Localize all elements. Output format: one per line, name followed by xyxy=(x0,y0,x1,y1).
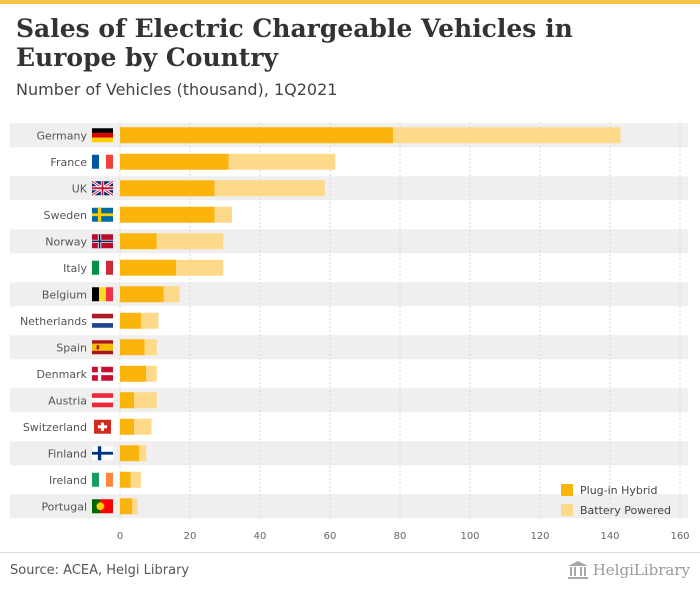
legend-label: Plug-in Hybrid xyxy=(580,484,657,497)
brand-name: HelgiLibrary xyxy=(592,561,690,579)
chart-title: Sales of Electric Chargeable Vehicles in… xyxy=(16,14,573,72)
bar-battery-powered xyxy=(176,259,224,276)
flag-netherlands-icon xyxy=(92,313,113,328)
flag-italy-icon xyxy=(92,260,113,275)
bar-battery-powered xyxy=(134,392,157,409)
category-label: Denmark xyxy=(36,368,87,381)
x-tick-label: 20 xyxy=(184,531,197,542)
category-label: Ireland xyxy=(49,474,87,487)
bar-plug-in-hybrid xyxy=(120,498,133,515)
flag-france-icon xyxy=(92,154,113,169)
legend-swatch-plug-in-hybrid xyxy=(561,484,573,496)
bar-plug-in-hybrid xyxy=(120,339,145,356)
flag-germany-icon xyxy=(92,128,113,143)
bar-plug-in-hybrid xyxy=(120,312,141,329)
bar-battery-powered xyxy=(163,286,180,303)
category-label: Spain xyxy=(56,341,87,354)
chart-subtitle: Number of Vehicles (thousand), 1Q2021 xyxy=(16,80,338,99)
bar-plug-in-hybrid xyxy=(120,286,164,303)
bar-battery-powered xyxy=(130,471,141,488)
bar-battery-powered xyxy=(146,365,157,382)
flag-denmark-icon xyxy=(92,366,113,381)
bar-plug-in-hybrid xyxy=(120,206,215,223)
bar-plug-in-hybrid xyxy=(120,392,134,409)
x-tick-label: 160 xyxy=(670,531,689,542)
flag-ireland-icon xyxy=(92,472,113,487)
category-label: Italy xyxy=(63,262,87,275)
flag-norway-icon xyxy=(92,234,113,249)
category-label: France xyxy=(50,156,87,169)
bar-plug-in-hybrid xyxy=(120,127,393,144)
category-label: Belgium xyxy=(42,288,87,301)
category-label: Switzerland xyxy=(23,421,87,434)
x-tick-label: 80 xyxy=(394,531,407,542)
bar-plug-in-hybrid xyxy=(120,365,147,382)
category-label: Sweden xyxy=(44,209,87,222)
bar-battery-powered xyxy=(144,339,157,356)
bar-plug-in-hybrid xyxy=(120,233,157,250)
category-label: Germany xyxy=(36,129,87,142)
source-note: Source: ACEA, Helgi Library xyxy=(10,563,190,578)
x-tick-label: 40 xyxy=(254,531,267,542)
legend-swatch-battery-powered xyxy=(561,504,573,516)
category-label: Portugal xyxy=(41,500,87,513)
x-tick-label: 120 xyxy=(530,531,549,542)
bar-plug-in-hybrid xyxy=(120,180,215,197)
category-label: Norway xyxy=(45,235,87,248)
bar-battery-powered xyxy=(214,180,325,197)
x-tick-label: 140 xyxy=(600,531,619,542)
x-tick-label: 60 xyxy=(324,531,337,542)
flag-spain-icon xyxy=(92,340,113,355)
bar-battery-powered xyxy=(214,206,232,223)
x-tick-label: 0 xyxy=(117,531,123,542)
library-building-icon xyxy=(567,561,588,579)
category-label: Austria xyxy=(48,394,87,407)
bar-battery-powered xyxy=(134,418,152,435)
flag-finland-icon xyxy=(92,446,113,461)
bar-battery-powered xyxy=(393,127,621,144)
flag-austria-icon xyxy=(92,393,113,408)
flag-belgium-icon xyxy=(92,287,113,302)
footer-divider xyxy=(0,552,700,553)
bar-battery-powered xyxy=(139,445,147,462)
flag-portugal-icon xyxy=(92,499,113,514)
flag-uk-icon xyxy=(91,180,114,197)
bar-battery-powered xyxy=(132,498,138,515)
brand-logo: HelgiLibrary xyxy=(567,560,690,580)
bar-battery-powered xyxy=(228,153,336,170)
bar-battery-powered xyxy=(141,312,159,329)
bar-plug-in-hybrid xyxy=(120,259,176,276)
bar-battery-powered xyxy=(156,233,224,250)
chart-area: Germany France UK Sweden Norway Italy Belgium N… xyxy=(10,122,690,542)
category-label: UK xyxy=(72,182,88,195)
bar-plug-in-hybrid xyxy=(120,153,229,170)
bar-plug-in-hybrid xyxy=(120,418,134,435)
category-label: Finland xyxy=(48,447,87,460)
bar-plug-in-hybrid xyxy=(120,471,131,488)
category-label: Netherlands xyxy=(20,315,87,328)
bar-plug-in-hybrid xyxy=(120,445,140,462)
legend-label: Battery Powered xyxy=(580,504,671,517)
top-accent-bar xyxy=(0,0,700,4)
flag-switzerland-icon xyxy=(94,419,111,434)
flag-sweden-icon xyxy=(92,207,113,222)
x-tick-label: 100 xyxy=(460,531,479,542)
